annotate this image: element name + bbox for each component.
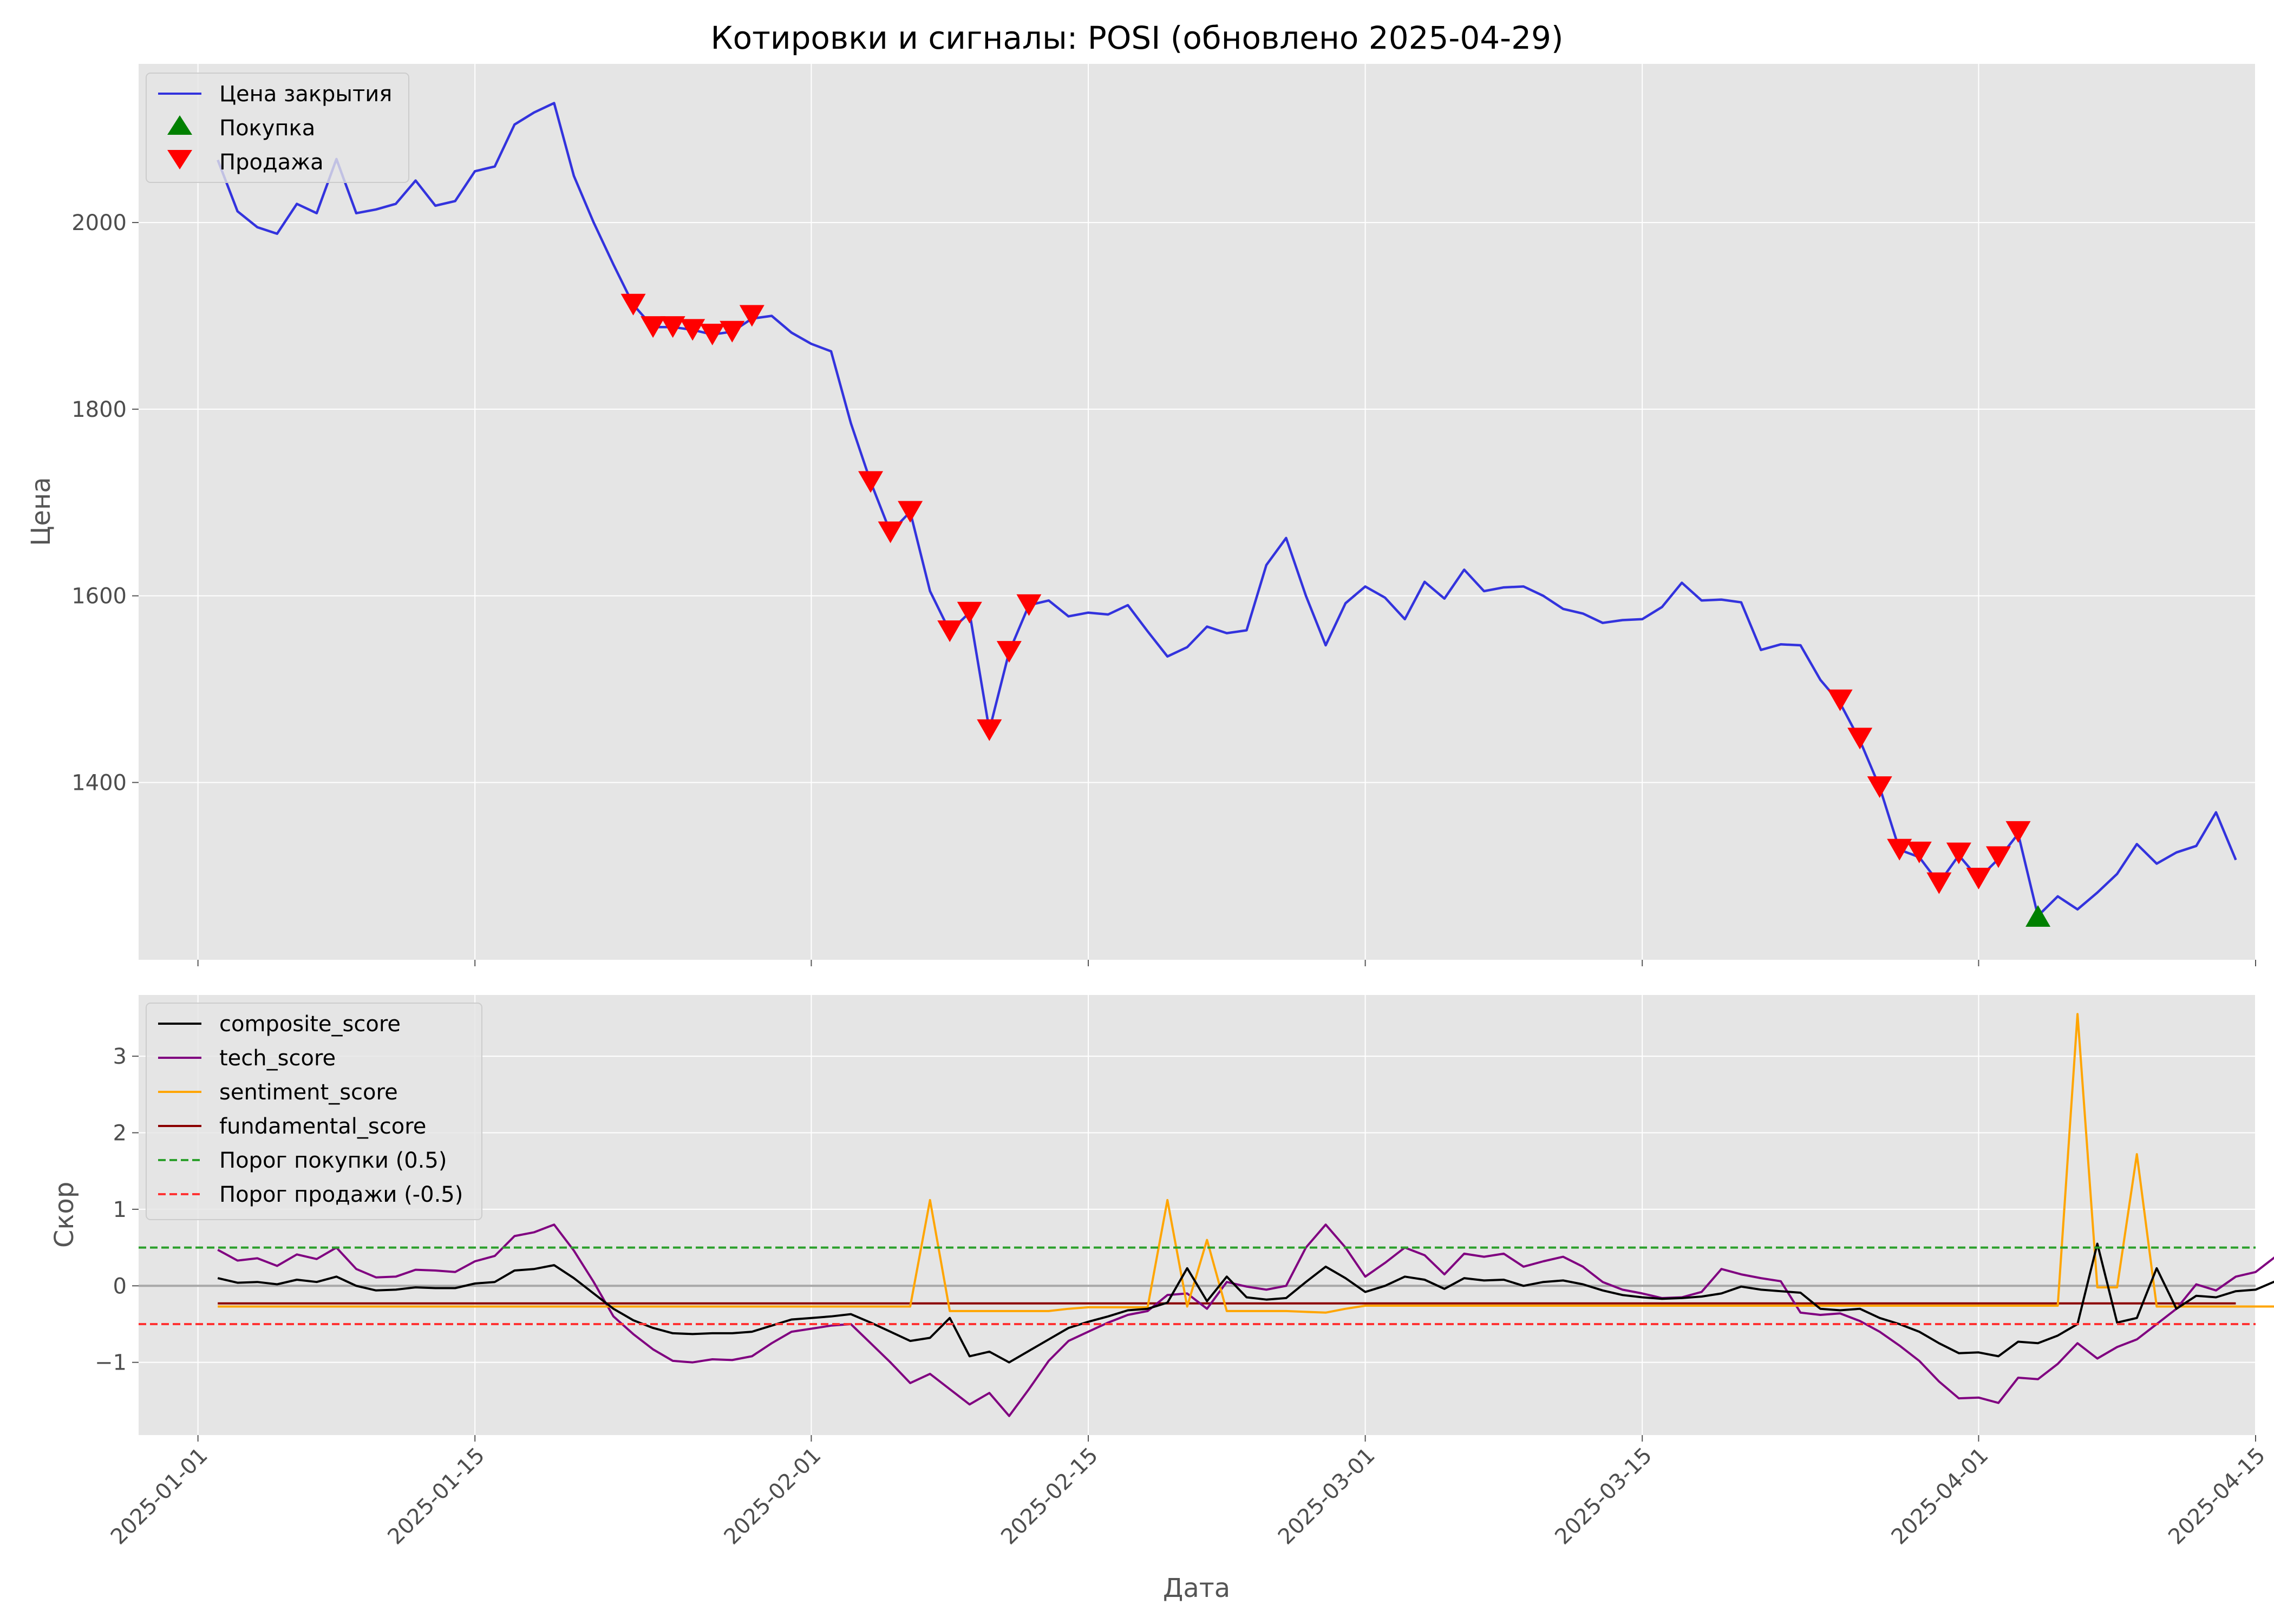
sell-marker [1887,839,1912,861]
price-y-tick-label: 1400 [71,770,127,795]
sell-marker [739,305,764,327]
x-tick-label: 2025-04-15 [2164,1443,2270,1550]
score-plot-area [139,995,2256,1435]
score-y-axis-label: Скор [49,1182,80,1248]
sell-marker [1946,842,1971,865]
sell-threshold-legend-label: Порог продажи (-0.5) [219,1182,463,1207]
x-tick-label: 2025-02-15 [996,1443,1103,1550]
sell-marker [720,320,745,343]
buy-legend-label: Покупка [219,116,315,141]
x-tick-label: 2025-04-01 [1887,1443,1994,1550]
price-x-ticks [197,960,2256,966]
sell-marker [957,601,982,624]
price-y-ticks: 1400 1600 1800 2000 [71,211,139,795]
sell-marker [898,501,923,523]
price-plot-area [139,64,2256,960]
score-y-tick-label: 0 [113,1274,127,1299]
score-legend: composite_score tech_score sentiment_sco… [146,1003,482,1220]
buy-legend-marker [167,115,192,135]
x-tick-label: 2025-01-01 [106,1443,213,1550]
price-y-tick-label: 1800 [71,397,127,422]
score-y-tick-label: 2 [113,1121,127,1146]
sell-marker [620,293,646,316]
sentiment-score-legend-label: sentiment_score [219,1080,398,1105]
sentiment-score-line [218,1013,2274,1314]
fundamental-score-legend-label: fundamental_score [219,1114,426,1139]
x-tick-label: 2025-03-15 [1550,1443,1657,1550]
price-y-tick-label: 2000 [71,211,127,235]
sell-marker [680,319,705,341]
score-x-ticks: 2025-01-01 2025-01-15 2025-02-01 2025-02-15… [106,1435,2270,1549]
sell-marker [1966,868,1991,890]
composite-score-legend-label: composite_score [219,1012,401,1037]
sell-marker [2005,821,2031,843]
chart-title: Котировки и сигналы: POSI (обновлено 202… [710,19,1563,56]
x-tick-label: 2025-02-01 [720,1443,826,1550]
buy-marker [2025,905,2051,927]
buy-threshold-legend-label: Порог покупки (0.5) [219,1148,447,1173]
score-y-tick-label: 1 [113,1197,127,1222]
sell-marker [858,471,884,493]
composite-score-line [217,1242,2274,1364]
score-series [139,1013,2274,1417]
price-panel: 1400 1600 1800 2000 Цена Цена закрытия Поку… [26,64,2256,966]
price-legend: Цена закрытия Покупка Продажа [146,73,409,183]
sell-marker [1867,776,1892,798]
sell-marker [977,719,1002,741]
sell-marker [1906,841,1932,863]
sell-marker [878,521,903,543]
sell-marker [1016,594,1042,616]
tech-score-line [217,1223,2274,1417]
score-y-tick-label: −1 [95,1351,127,1376]
price-y-axis-label: Цена [26,477,56,546]
sell-legend-marker [167,150,192,169]
x-axis-label: Дата [1163,1573,1230,1603]
x-tick-label: 2025-01-15 [383,1443,489,1550]
sell-marker [937,620,963,643]
sell-marker [700,323,725,345]
tech-score-legend-label: tech_score [219,1046,336,1071]
score-y-tick-label: 3 [113,1044,127,1069]
x-tick-label: 2025-03-01 [1273,1443,1380,1550]
sell-marker [996,641,1022,663]
price-y-tick-label: 1600 [71,584,127,609]
sell-marker [1827,689,1853,711]
score-legend-box [146,1003,482,1220]
sell-marker [1985,846,2011,868]
price-markers [620,293,2051,927]
sell-marker [1847,728,1873,750]
score-y-ticks: −1 0 1 2 3 [95,1044,139,1376]
sell-marker [660,316,685,338]
sell-legend-label: Продажа [219,150,324,175]
price-legend-box [146,73,409,183]
price-grid [139,64,2256,960]
sell-marker [1926,872,1952,894]
sell-marker [641,316,666,338]
close-price-legend-label: Цена закрытия [219,82,392,107]
